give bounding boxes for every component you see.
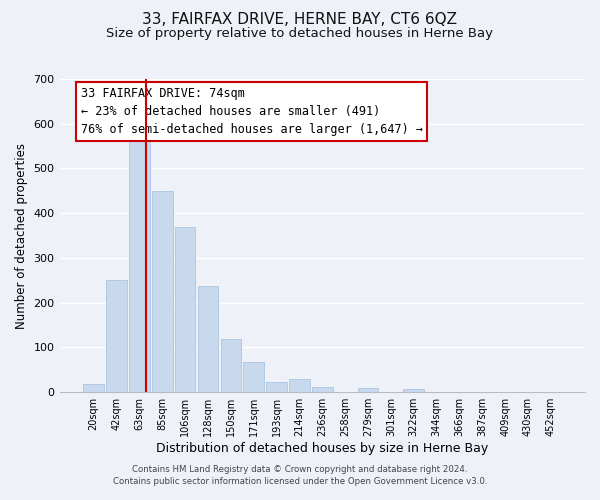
Bar [129,130,150,392]
Bar [221,338,241,392]
Bar [289,379,310,392]
Text: Contains HM Land Registry data © Crown copyright and database right 2024.
Contai: Contains HM Land Registry data © Crown c… [113,464,487,486]
X-axis label: Distribution of detached houses by size in Herne Bay: Distribution of detached houses by size … [156,442,488,455]
Bar [403,388,424,392]
Bar [312,387,332,392]
Bar [266,382,287,392]
Text: Size of property relative to detached houses in Herne Bay: Size of property relative to detached ho… [107,28,493,40]
Text: 33, FAIRFAX DRIVE, HERNE BAY, CT6 6QZ: 33, FAIRFAX DRIVE, HERNE BAY, CT6 6QZ [143,12,458,28]
Y-axis label: Number of detached properties: Number of detached properties [15,142,28,328]
Bar [152,191,173,392]
Bar [198,286,218,392]
Bar [83,384,104,392]
Bar [175,226,196,392]
Text: 33 FAIRFAX DRIVE: 74sqm
← 23% of detached houses are smaller (491)
76% of semi-d: 33 FAIRFAX DRIVE: 74sqm ← 23% of detache… [80,87,422,136]
Bar [358,388,378,392]
Bar [106,280,127,392]
Bar [244,362,264,392]
